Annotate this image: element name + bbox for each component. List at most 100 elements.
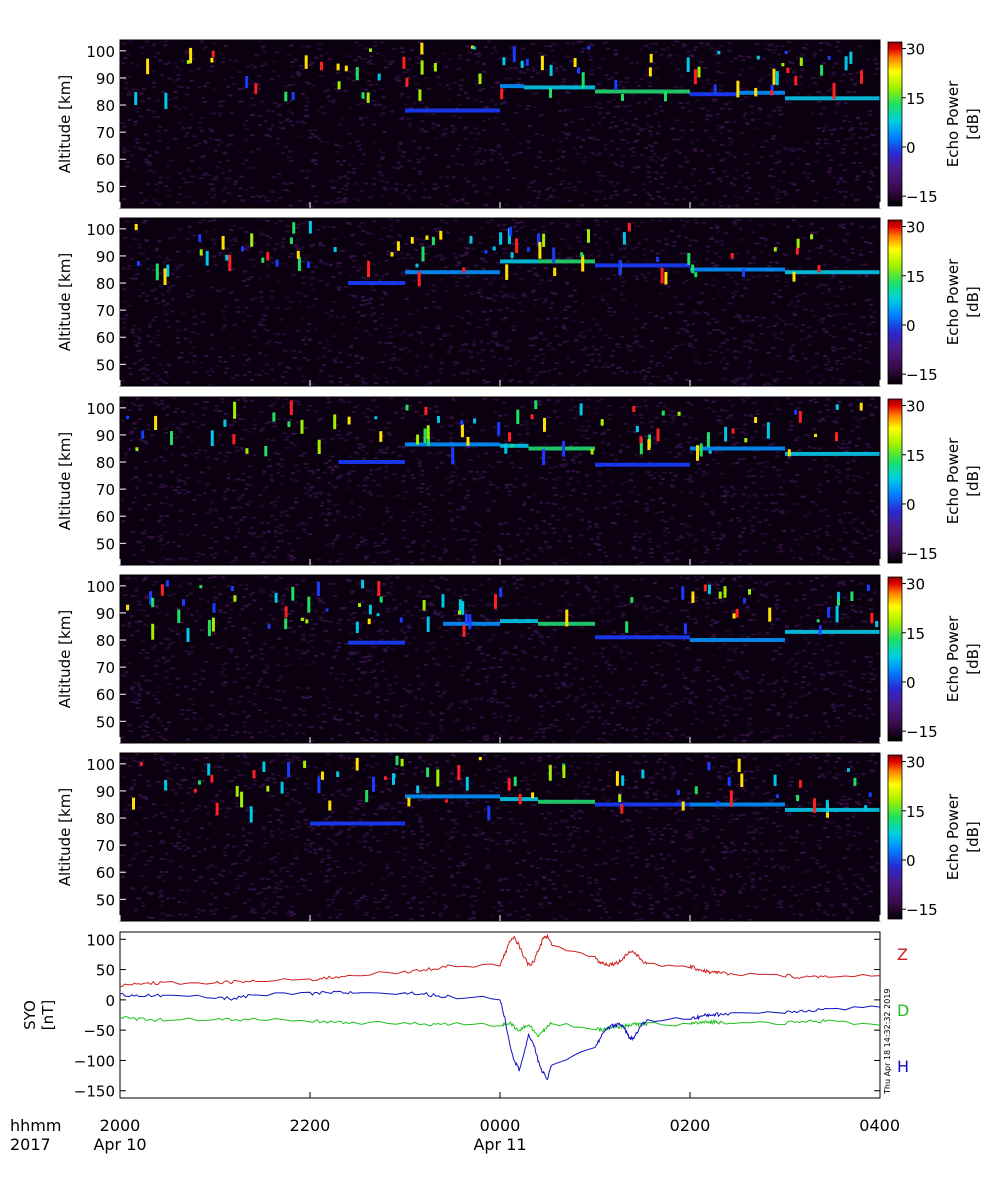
- colorbar-label-unit: [dB]: [964, 108, 982, 140]
- series-H-line: [119, 990, 881, 1081]
- echo-spikes: [132, 755, 872, 823]
- y-tick-label: 80: [96, 275, 115, 293]
- y-tick-label: 50: [96, 178, 115, 196]
- echo-layer: [338, 460, 405, 464]
- colorbar-tick-label: 0: [906, 674, 916, 692]
- y-tick-label: 70: [96, 837, 115, 855]
- y-tick-label: 80: [96, 810, 115, 828]
- y-tick-label: 100: [86, 578, 115, 596]
- y-axis-label: Altitude [km]: [56, 75, 74, 173]
- y-tick-label: 90: [96, 427, 115, 445]
- y-tick-label: 60: [96, 151, 115, 169]
- colorbar-label: Echo Power: [944, 80, 962, 167]
- y-axis-label: SYO: [21, 1000, 39, 1030]
- colorbar: [887, 576, 903, 742]
- colorbar-tick-label: 15: [906, 447, 925, 465]
- colorbar-tick-label: −15: [906, 188, 938, 206]
- colorbar: [887, 219, 903, 385]
- colorbar-tick-label: 30: [906, 219, 925, 237]
- echo-panel-3: 50 60 70 80 90 100 Altitude [km] −15 0 15 30 Echo P…: [56, 396, 982, 566]
- y-tick-label: 60: [96, 508, 115, 526]
- echo-layer: [595, 89, 690, 94]
- colorbar: [887, 398, 903, 564]
- echo-layer: [500, 619, 538, 624]
- echo-layer: [443, 621, 500, 626]
- echo-layer: [500, 84, 524, 89]
- echo-layer: [405, 270, 500, 275]
- echo-layer: [690, 267, 785, 272]
- y-tick-label: 50: [96, 713, 115, 731]
- echo-layer: [690, 92, 738, 97]
- x-tick-date: Apr 11: [473, 1135, 526, 1154]
- noise-texture: [120, 753, 880, 921]
- echo-layer: [737, 90, 785, 95]
- y-axis-label: Altitude [km]: [56, 253, 74, 351]
- colorbar-label-unit: [dB]: [964, 821, 982, 853]
- colorbar-tick-label: 15: [906, 90, 925, 108]
- x-tick-label: 0400: [859, 1116, 900, 1135]
- y-tick-label: 60: [96, 864, 115, 882]
- y-axis-label: Altitude [km]: [56, 788, 74, 886]
- y-tick-label: 50: [96, 962, 115, 980]
- y-tick-label: 50: [96, 535, 115, 553]
- y-tick-label: 90: [96, 605, 115, 623]
- series-D-line: [119, 1016, 881, 1038]
- colorbar-label: Echo Power: [944, 437, 962, 524]
- series-label-H: H: [897, 1057, 909, 1076]
- noise-texture: [120, 218, 878, 386]
- echo-layer: [500, 259, 538, 264]
- echo-panel-4: 50 60 70 80 90 100 Altitude [km] −15 0 15 30 Echo P…: [56, 574, 982, 744]
- plot-frame: [119, 931, 881, 1099]
- y-tick-label: 100: [86, 43, 115, 61]
- colorbar-label-unit: [dB]: [964, 286, 982, 318]
- colorbar-tick-label: 0: [906, 496, 916, 514]
- colorbar-label: Echo Power: [944, 258, 962, 345]
- y-tick-label: 50: [96, 891, 115, 909]
- x-tick-label: 2200: [290, 1116, 331, 1135]
- echo-layer: [528, 446, 595, 451]
- y-tick-label: 90: [96, 248, 115, 266]
- echo-layer: [310, 821, 405, 826]
- echo-panel-2: 50 60 70 80 90 100 Altitude [km] −15 0 15 30 Echo P…: [56, 217, 982, 387]
- echo-layer: [595, 802, 690, 807]
- colorbar: [887, 41, 903, 207]
- echo-layer: [690, 446, 785, 451]
- echo-layer: [500, 443, 529, 448]
- y-tick-label: 100: [86, 931, 115, 949]
- echo-layer: [538, 259, 595, 264]
- series-label-Z: Z: [897, 945, 908, 964]
- y-tick-label: 80: [96, 454, 115, 472]
- echo-layer: [690, 802, 785, 807]
- colorbar-tick-label: 30: [906, 576, 925, 594]
- y-tick-label: 90: [96, 783, 115, 801]
- y-axis-label: Altitude [km]: [56, 610, 74, 708]
- x-axis-row-label: 2017: [10, 1135, 51, 1154]
- colorbar-tick-label: 0: [906, 852, 916, 870]
- echo-layer: [523, 85, 596, 90]
- colorbar-label-unit: [dB]: [964, 465, 982, 497]
- echo-layer: [538, 799, 595, 804]
- echo-layer: [785, 451, 880, 456]
- magnetometer-panel: 100 50 0 −50 −100 −150 SYO [nT] Z D H Thu Apr 18 14…: [21, 931, 909, 1100]
- noise-texture: [120, 40, 880, 208]
- y-tick-label: −150: [74, 1083, 115, 1101]
- y-tick-label: 70: [96, 302, 115, 320]
- echo-layer: [348, 281, 405, 285]
- y-axis-label: Altitude [km]: [56, 432, 74, 530]
- echo-layer: [595, 462, 690, 467]
- echo-panel-5: 50 60 70 80 90 100 Altitude [km] −15 0 15 30 Echo P…: [56, 752, 982, 922]
- echo-layer: [405, 442, 500, 447]
- plot-area: [120, 753, 880, 921]
- noise-texture: [120, 397, 880, 565]
- y-tick-label: 50: [96, 356, 115, 374]
- colorbar-tick-label: 15: [906, 803, 925, 821]
- colorbar-label: Echo Power: [944, 793, 962, 880]
- echo-spikes: [126, 579, 879, 642]
- y-axis-label: [nT]: [39, 1000, 57, 1030]
- colorbar-tick-label: 30: [906, 41, 925, 59]
- y-tick-label: 100: [86, 756, 115, 774]
- x-tick-label: 0200: [670, 1116, 711, 1135]
- colorbar-tick-label: −15: [906, 366, 938, 384]
